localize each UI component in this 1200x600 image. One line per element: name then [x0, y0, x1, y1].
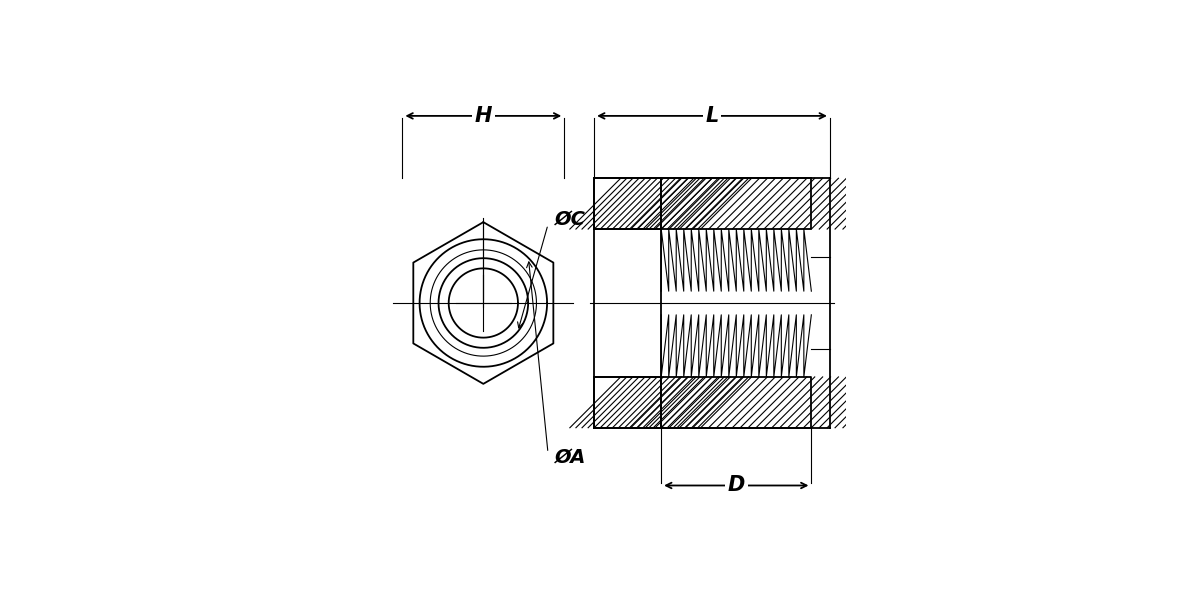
Text: D: D [727, 475, 745, 496]
Text: ØA: ØA [554, 448, 587, 467]
Text: H: H [474, 106, 492, 126]
Text: L: L [706, 106, 719, 126]
Text: ØC: ØC [554, 211, 586, 229]
